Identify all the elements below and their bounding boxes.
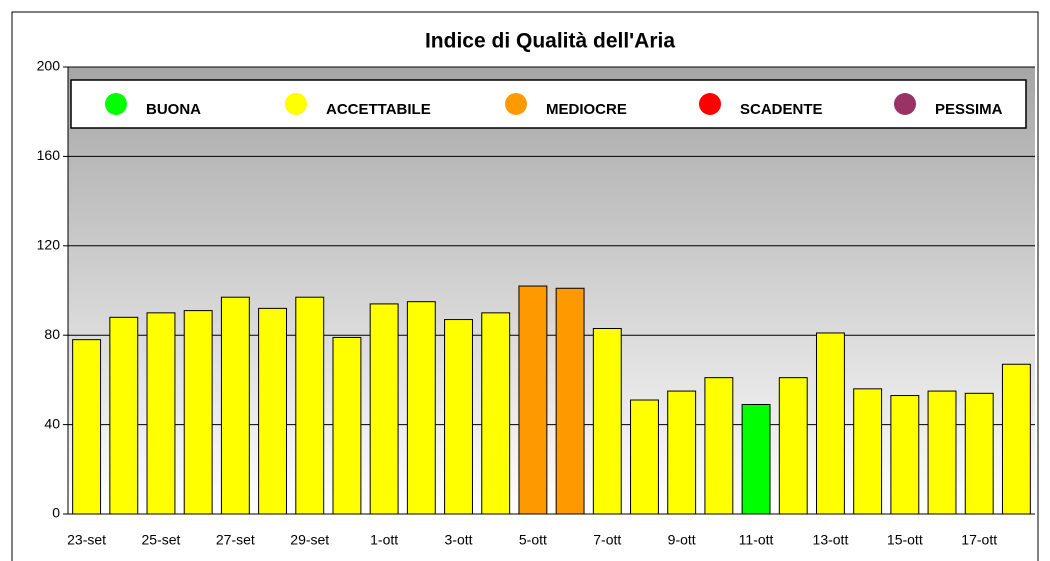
x-tick-label: 23-set [67,532,106,548]
bar [481,312,511,515]
bar [778,377,808,515]
bar [295,296,325,515]
bar [146,312,176,515]
bar [1001,363,1031,515]
legend-marker [285,93,307,115]
bar [964,392,994,515]
x-tick-label: 25-set [142,532,181,548]
plot-area [68,67,1035,514]
legend-label: BUONA [146,101,201,118]
x-tick-label: 5-ott [519,532,547,548]
legend-marker [894,93,916,115]
x-tick-label: 7-ott [593,532,621,548]
bar [592,327,622,515]
legend-label: SCADENTE [740,101,823,118]
x-tick-label: 11-ott [739,532,774,548]
bar [369,303,399,515]
x-tick-label: 15-ott [887,532,923,548]
bar [406,301,436,515]
bar [183,310,213,515]
bar [815,332,845,515]
bar [258,307,288,515]
bar [630,399,659,515]
bar [741,403,771,515]
x-tick-label: 29-set [290,532,329,548]
x-tick-label: 27-set [216,532,255,548]
bar [890,395,920,515]
legend-label: MEDIOCRE [546,101,627,118]
bar [109,316,139,515]
x-tick-label: 13-ott [813,532,849,548]
bar [704,377,734,515]
x-tick-label: 1-ott [370,532,398,548]
legend-label: PESSIMA [935,101,1003,118]
x-tick-label: 9-ott [668,532,696,548]
bar [853,388,883,515]
y-tick-label: 200 [37,58,61,74]
legend-label: ACCETTABILE [326,101,431,118]
y-tick-label: 160 [37,147,61,163]
bar [332,336,362,515]
bar [518,285,548,515]
bar [927,390,957,515]
bar [444,319,473,515]
x-tick-label: 17-ott [961,532,997,548]
legend-marker [505,93,527,115]
y-tick-label: 120 [37,237,61,253]
legend-marker [699,93,721,115]
legend-marker [105,93,127,115]
bar [72,339,102,515]
legend-box [70,79,1027,129]
bar [667,390,697,515]
bar [220,296,250,515]
y-tick-label: 40 [44,415,60,431]
bar [555,287,585,515]
x-tick-label: 3-ott [445,532,473,548]
y-tick-label: 0 [52,505,60,521]
y-tick-label: 80 [44,326,60,342]
chart-title: Indice di Qualità dell'Aria [425,30,675,53]
